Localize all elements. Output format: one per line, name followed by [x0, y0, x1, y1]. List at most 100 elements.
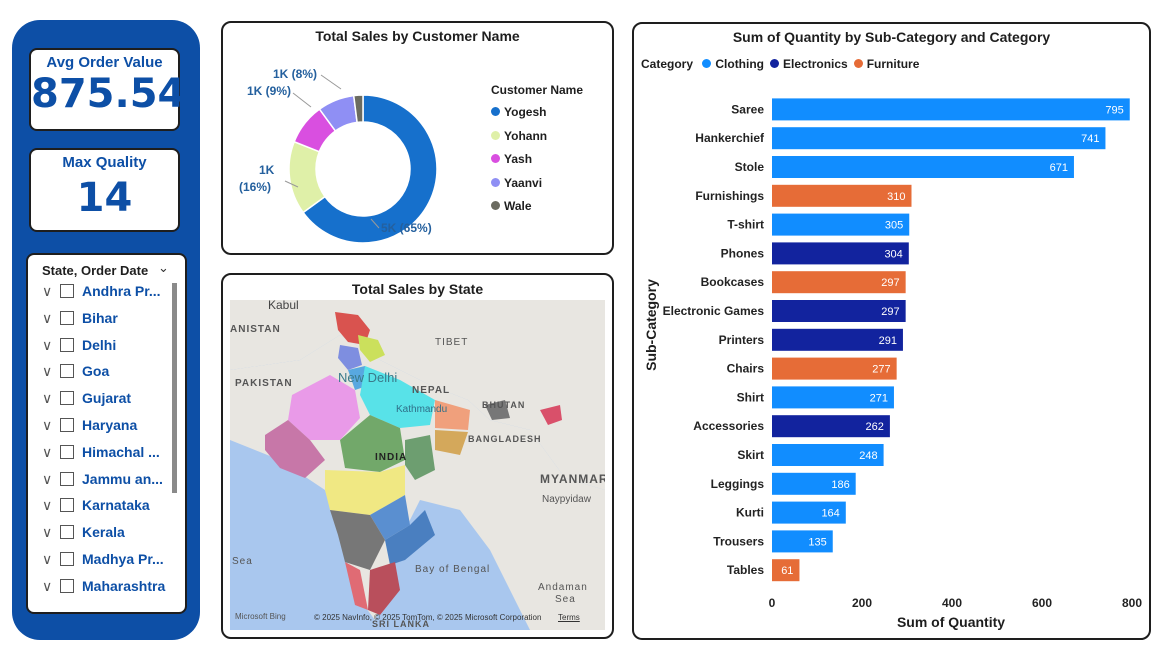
category-tick-label: Furnishings	[695, 189, 764, 203]
legend-item-furniture[interactable]: Furniture	[853, 57, 920, 71]
bar-kurti[interactable]	[772, 501, 846, 524]
checkbox[interactable]	[60, 578, 74, 593]
x-tick-label: 800	[1122, 596, 1142, 610]
slicer-item[interactable]: ∨ Delhi	[42, 337, 177, 359]
legend-marker	[702, 59, 712, 68]
slicer-item[interactable]: ∨ Bihar	[42, 310, 177, 332]
expand-chevron-icon[interactable]: ∨	[42, 443, 53, 460]
slicer-item-label: Andhra Pr...	[82, 283, 161, 299]
bar-stole[interactable]	[772, 156, 1074, 178]
legend-item-electronics[interactable]: Electronics	[770, 57, 848, 71]
bar-furnishings[interactable]	[772, 184, 912, 207]
bar-phones[interactable]	[772, 242, 909, 265]
state-odisha	[435, 460, 465, 495]
bar-trousers[interactable]	[772, 530, 833, 553]
slicer-item[interactable]: ∨ Jammu an...	[42, 471, 177, 493]
bar-printers[interactable]	[772, 328, 903, 351]
expand-chevron-icon[interactable]: ∨	[42, 363, 53, 380]
bar-t-shirt[interactable]	[772, 213, 910, 236]
checkbox[interactable]	[60, 391, 74, 406]
map-label-andaman-sea: Sea	[555, 594, 576, 605]
expand-chevron-icon[interactable]: ∨	[42, 309, 53, 326]
expand-chevron-icon[interactable]: ∨	[42, 551, 53, 567]
legend-item-wale[interactable]: Wale	[491, 199, 532, 213]
map-label-tibet: TIBET	[435, 337, 469, 348]
legend-marker	[853, 59, 863, 68]
map-label-sri-lanka: SRI LANKA	[372, 619, 430, 629]
state-gujarat	[265, 420, 325, 478]
slicer-item-label: Delhi	[82, 336, 117, 353]
checkbox[interactable]	[60, 525, 74, 540]
checkbox[interactable]	[60, 471, 74, 486]
expand-chevron-icon[interactable]: ∨	[42, 390, 53, 407]
legend-label: Yaanvi	[504, 175, 543, 190]
slicer-scrollbar[interactable]	[172, 283, 177, 493]
expand-chevron-icon[interactable]: ∨	[42, 417, 53, 433]
checkbox[interactable]	[60, 310, 74, 325]
expand-chevron-icon[interactable]: ∨	[42, 283, 53, 299]
bar-electronic-games[interactable]	[772, 300, 906, 322]
slicer-item[interactable]: ∨ Kerala	[42, 524, 177, 546]
slicer-item-label: Gujarat	[82, 390, 132, 407]
legend-item-clothing[interactable]: Clothing	[702, 57, 764, 71]
legend-label: Furniture	[866, 57, 920, 71]
slicer-item[interactable]: ∨ Maharashtra	[42, 578, 177, 600]
state-tn	[368, 562, 400, 615]
state-rajasthan	[288, 375, 360, 440]
expand-chevron-icon[interactable]: ∨	[42, 336, 53, 353]
expand-chevron-icon[interactable]: ∨	[42, 470, 53, 487]
bar-tables[interactable]	[772, 559, 800, 582]
slicer-item-label: Jammu an...	[82, 470, 163, 487]
slicer-item-label: Haryana	[82, 417, 138, 433]
bar-accessories[interactable]	[772, 415, 890, 438]
y-axis-title: Sub-Category	[643, 279, 659, 371]
slicer-item[interactable]: ∨ Goa	[42, 363, 177, 385]
checkbox[interactable]	[60, 498, 74, 513]
expand-chevron-icon[interactable]: ∨	[42, 577, 53, 594]
state-punjab	[338, 345, 362, 370]
max-quality-label: Max Quality	[62, 154, 147, 171]
legend-item-yash[interactable]: Yash	[491, 152, 532, 166]
checkbox[interactable]	[60, 284, 74, 298]
bar-value-label: 671	[1050, 162, 1068, 174]
legend-item-yohann[interactable]: Yohann	[491, 129, 547, 143]
checkbox[interactable]	[60, 364, 74, 379]
max-quality-value: 14	[76, 175, 133, 221]
checkbox[interactable]	[60, 444, 74, 459]
bar-value-label: 277	[872, 364, 890, 376]
bar-shirt[interactable]	[772, 386, 894, 409]
expand-chevron-icon[interactable]: ∨	[42, 497, 53, 514]
map-terms-link[interactable]: Terms	[558, 613, 580, 622]
legend-marker	[491, 177, 500, 187]
bar-value-label: 164	[821, 508, 839, 520]
checkbox[interactable]	[60, 552, 74, 566]
donut-slice-wale[interactable]	[352, 94, 364, 124]
donut-chart: 5K (65%) 1K (16%) 1K (9%) 1K (8%)	[239, 67, 438, 244]
slicer-item[interactable]: ∨ Karnataka	[42, 497, 177, 519]
bar-saree[interactable]	[772, 98, 1130, 121]
donut-leader-line	[284, 180, 299, 188]
slicer-collapse-icon[interactable]: ⌄	[158, 260, 169, 275]
slicer-item-label: Karnataka	[82, 497, 150, 514]
legend-item-yogesh[interactable]: Yogesh	[491, 105, 546, 119]
expand-chevron-icon[interactable]: ∨	[42, 524, 53, 541]
legend-item-yaanvi[interactable]: Yaanvi	[491, 176, 542, 190]
sales-map[interactable]: Kabul ANISTAN PAKISTAN TIBET New Delhi N…	[230, 300, 605, 630]
bar-skirt[interactable]	[772, 444, 884, 466]
slicer-item[interactable]: ∨ Andhra Pr...	[42, 283, 177, 305]
bar-leggings[interactable]	[772, 472, 856, 495]
slicer-item[interactable]: ∨ Haryana	[42, 417, 177, 439]
slicer-item[interactable]: ∨ Madhya Pr...	[42, 551, 177, 573]
checkbox[interactable]	[60, 418, 74, 432]
slicer-item[interactable]: ∨ Gujarat	[42, 390, 177, 412]
donut-slice-yogesh[interactable]	[302, 94, 438, 244]
bar-chairs[interactable]	[772, 357, 897, 380]
checkbox[interactable]	[60, 337, 74, 352]
legend-marker	[491, 130, 500, 140]
category-tick-label: Leggings	[711, 477, 765, 491]
bar-value-label: 262	[866, 421, 884, 433]
bar-bookcases[interactable]	[772, 271, 906, 294]
state-maharashtra	[325, 465, 405, 515]
bar-hankerchief[interactable]	[772, 127, 1106, 150]
slicer-item[interactable]: ∨ Himachal ...	[42, 444, 177, 466]
